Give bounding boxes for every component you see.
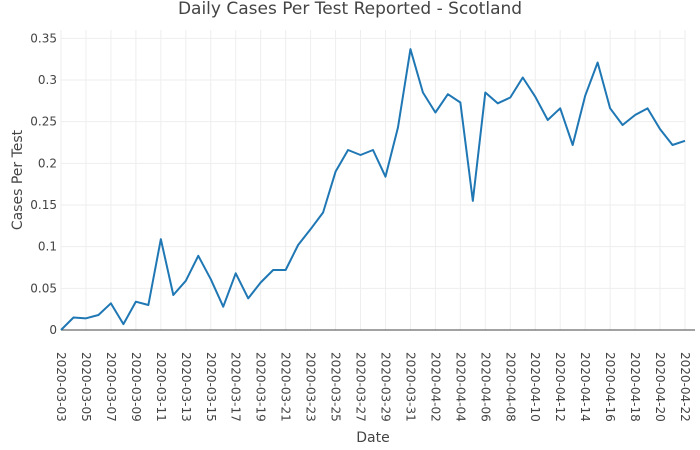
y-tick-label: 0.05: [30, 281, 57, 295]
y-tick-label: 0.1: [38, 240, 57, 254]
x-tick-label: 2020-03-17: [229, 352, 243, 422]
x-tick-label: 2020-03-31: [403, 352, 417, 422]
x-tick-label: 2020-04-14: [578, 352, 592, 422]
x-tick-label: 2020-03-05: [79, 352, 93, 422]
x-tick-label: 2020-03-11: [154, 352, 168, 422]
x-tick-label: 2020-04-02: [428, 352, 442, 422]
y-tick-label: 0.25: [30, 115, 57, 129]
y-tick-label: 0.15: [30, 198, 57, 212]
x-tick-label: 2020-04-20: [653, 352, 667, 422]
x-tick-label: 2020-04-18: [628, 352, 642, 422]
series-line: [60, 48, 686, 331]
x-tick-label: 2020-04-22: [678, 352, 692, 422]
y-gridlines: [61, 37, 685, 289]
x-axis-ticks: 2020-03-03 2020-03-05 2020-03-07 2020-03-09…: [54, 352, 692, 422]
x-tick-label: 2020-03-03: [54, 352, 68, 422]
x-tick-label: 2020-04-06: [478, 352, 492, 422]
x-tick-label: 2020-03-15: [204, 352, 218, 422]
x-tick-label: 2020-03-27: [354, 352, 368, 422]
y-axis-ticks: 0 0.05 0.1 0.15 0.2 0.25 0.3 0.35: [30, 31, 57, 337]
x-tick-label: 2020-03-23: [304, 352, 318, 422]
x-tick-label: 2020-03-13: [179, 352, 193, 422]
y-tick-label: 0: [49, 323, 57, 337]
x-tick-label: 2020-04-12: [553, 352, 567, 422]
x-tick-label: 2020-03-07: [104, 352, 118, 422]
x-tick-label: 2020-03-19: [254, 352, 268, 422]
x-tick-label: 2020-03-29: [378, 352, 392, 422]
x-gridlines: [60, 30, 686, 330]
x-tick-label: 2020-04-08: [503, 352, 517, 422]
x-tick-label: 2020-03-25: [329, 352, 343, 422]
x-tick-label: 2020-04-16: [603, 352, 617, 422]
y-axis-title: Cases Per Test: [10, 129, 26, 230]
y-tick-label: 0.35: [30, 31, 57, 45]
x-tick-label: 2020-03-09: [129, 352, 143, 422]
y-tick-label: 0.2: [38, 156, 57, 170]
x-tick-label: 2020-03-21: [279, 352, 293, 422]
y-tick-label: 0.3: [38, 73, 57, 87]
chart-title: Daily Cases Per Test Reported - Scotland: [178, 0, 522, 19]
series-group: [60, 48, 686, 331]
x-axis-title: Date: [356, 430, 389, 446]
x-tick-label: 2020-04-04: [453, 352, 467, 422]
x-tick-label: 2020-04-10: [528, 352, 542, 422]
